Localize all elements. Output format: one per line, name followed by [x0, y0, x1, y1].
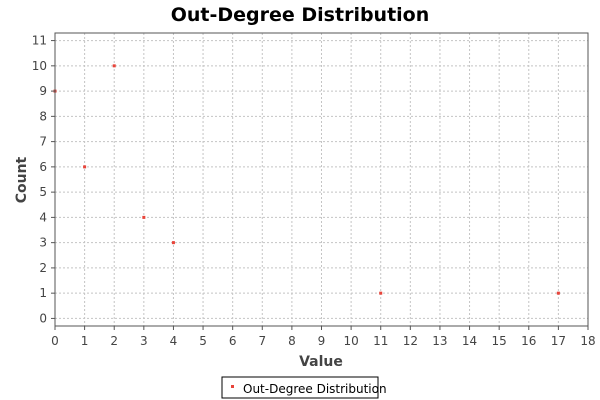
y-axis-label: Count [14, 156, 30, 203]
y-tick-label: 9 [39, 84, 47, 98]
legend: Out-Degree Distribution [221, 376, 387, 399]
x-tick-label: 15 [492, 334, 507, 348]
x-tick-label: 11 [373, 334, 388, 348]
x-tick-label: 3 [140, 334, 148, 348]
x-tick-label: 0 [51, 334, 59, 348]
x-tick-label: 1 [81, 334, 89, 348]
x-tick-label: 9 [318, 334, 326, 348]
data-point [379, 291, 383, 295]
legend-label: Out-Degree Distribution [243, 382, 387, 396]
x-axis: 0 1 2 3 4 5 6 7 8 9 10 11 12 13 14 15 16 17 18 [51, 326, 596, 348]
y-tick-label: 3 [39, 236, 47, 250]
y-tick-label: 0 [39, 311, 47, 325]
data-point [556, 291, 560, 295]
x-tick-label: 5 [199, 334, 207, 348]
data-point [171, 241, 175, 245]
y-tick-label: 1 [39, 286, 47, 300]
gridlines [55, 33, 588, 326]
x-tick-label: 8 [288, 334, 296, 348]
legend-marker [231, 385, 234, 388]
plot-area [53, 32, 589, 327]
y-tick-label: 5 [39, 185, 47, 199]
x-tick-label: 7 [258, 334, 266, 348]
y-axis: 0 1 2 3 4 5 6 7 8 9 10 11 [32, 34, 55, 325]
x-tick-label: 4 [170, 334, 178, 348]
data-point [142, 215, 146, 219]
x-axis-label: Value [299, 354, 343, 370]
y-tick-label: 4 [39, 210, 47, 224]
data-point [83, 165, 87, 169]
x-tick-label: 13 [432, 334, 447, 348]
x-tick-label: 2 [110, 334, 118, 348]
y-tick-label: 6 [39, 160, 47, 174]
x-tick-label: 10 [343, 334, 358, 348]
x-tick-label: 14 [462, 334, 477, 348]
chart-title: Out-Degree Distribution [171, 4, 430, 26]
y-tick-label: 2 [39, 261, 47, 275]
x-tick-label: 12 [403, 334, 418, 348]
legend-box [221, 376, 379, 399]
y-tick-label: 7 [39, 135, 47, 149]
y-tick-label: 8 [39, 109, 47, 123]
data-point [112, 64, 116, 68]
x-tick-label: 16 [521, 334, 536, 348]
y-tick-label: 10 [32, 59, 47, 73]
x-tick-label: 17 [551, 334, 566, 348]
x-tick-label: 18 [580, 334, 595, 348]
y-tick-label: 11 [32, 34, 47, 48]
x-tick-label: 6 [229, 334, 237, 348]
